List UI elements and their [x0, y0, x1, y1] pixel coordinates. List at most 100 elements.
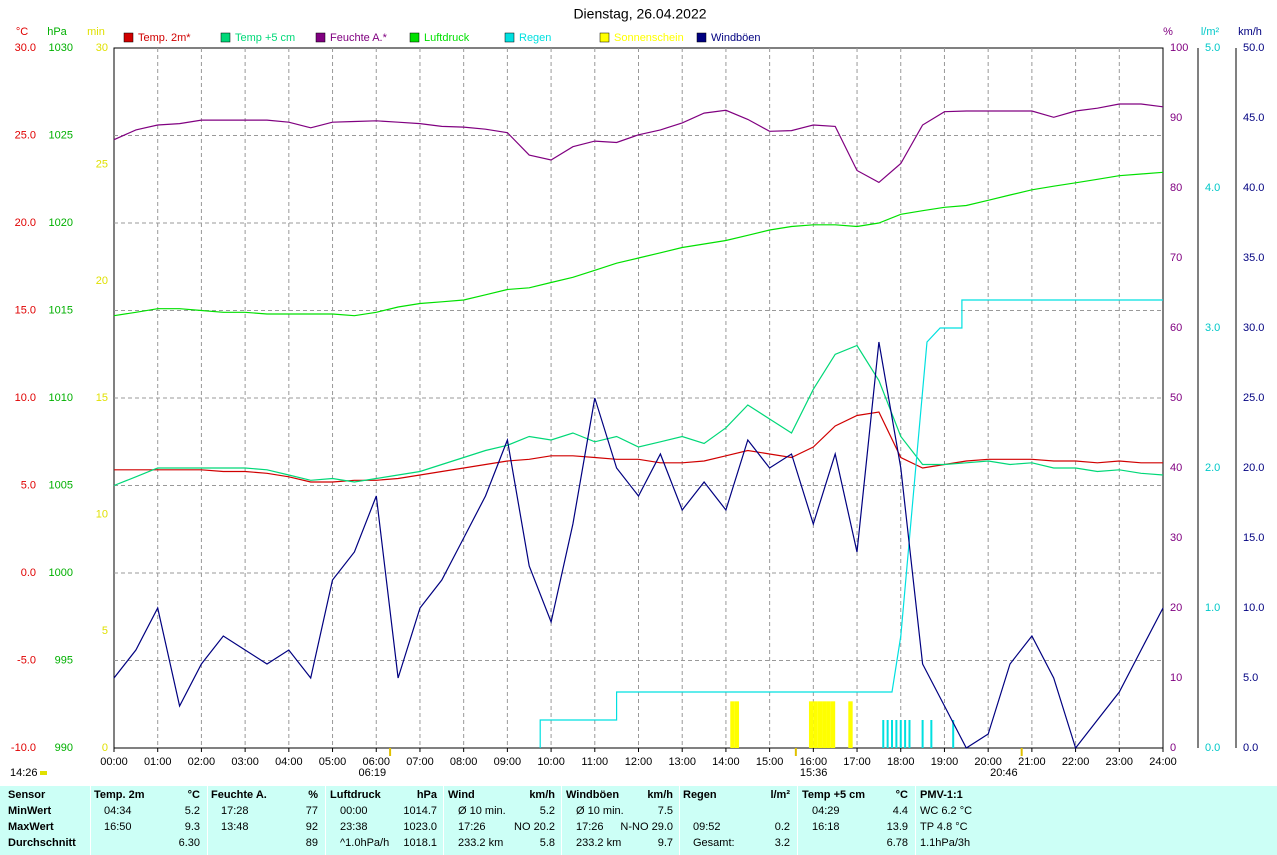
column-header: Temp. 2m	[94, 789, 145, 801]
x-tick-label: 21:00	[1018, 756, 1046, 768]
column-unit: hPa	[416, 789, 437, 801]
day-length-marker	[40, 771, 47, 775]
legend-label: Windböen	[711, 32, 761, 44]
cell: 17:26	[458, 821, 486, 833]
x-tick-label: 13:00	[668, 756, 696, 768]
y-tick-label: 15.0	[1243, 532, 1264, 544]
x-tick-label: 00:00	[100, 756, 128, 768]
x-tick-label: 03:00	[231, 756, 259, 768]
legend-swatch	[696, 32, 707, 43]
series-line	[114, 411, 1163, 483]
y-tick-label: 25.0	[1243, 392, 1264, 404]
y-tick-label: 10	[96, 509, 108, 521]
cell: 233.2 km	[576, 837, 622, 849]
column-header: Windböen	[566, 789, 620, 801]
y-tick-label: 30	[96, 42, 108, 54]
y-tick-label: 45.0	[1243, 112, 1264, 124]
cell: 23:38	[340, 821, 368, 833]
cell: 04:29	[812, 805, 840, 817]
cell: TP 4.8 °C	[920, 821, 968, 833]
column-separator	[325, 786, 326, 855]
y-tick-label: 1030	[49, 42, 73, 54]
column-separator	[915, 786, 916, 855]
row-label: MaxWert	[8, 821, 54, 833]
y-tick-label: 5.0	[1205, 42, 1220, 54]
rain-bar	[952, 720, 955, 748]
series-line	[113, 341, 1164, 750]
x-tick-label: 17:00	[843, 756, 871, 768]
legend-label: Sonnenschein	[614, 32, 684, 44]
rain-bar	[899, 720, 902, 748]
x-tick-label: 09:00	[494, 756, 522, 768]
legend-label: Feuchte A.*	[330, 32, 388, 44]
y-tick-label: 0	[1170, 742, 1176, 754]
row-label: MinWert	[8, 805, 52, 817]
rain-bar	[904, 720, 907, 748]
y-tick-label: 990	[55, 742, 73, 754]
x-tick-label: 16:00	[800, 756, 828, 768]
y-tick-label: 80	[1170, 182, 1182, 194]
axis-unit: l/m²	[1201, 26, 1220, 38]
cell-value: 89	[305, 837, 318, 849]
x-tick-label: 07:00	[406, 756, 434, 768]
cell: ^1.0hPa/h	[340, 837, 390, 849]
rain-bar	[882, 720, 885, 748]
y-tick-label: 25	[96, 159, 108, 171]
y-tick-label: 15.0	[15, 304, 36, 316]
y-tick-label: 20	[1170, 602, 1182, 614]
cell-value: 92	[305, 821, 318, 833]
y-tick-label: 0.0	[1205, 742, 1220, 754]
cell-value: N-NO 29.0	[620, 821, 673, 833]
y-tick-label: 1015	[49, 304, 73, 316]
chart: Dienstag, 26.04.2022 00:00 01:00 02:00 03:0…	[10, 6, 1264, 779]
cell-value: 7.5	[657, 805, 673, 817]
marker-label: 15:36	[800, 767, 828, 779]
x-tick-label: 02:00	[188, 756, 216, 768]
series-line	[113, 344, 1164, 487]
y-tick-label: 3.0	[1205, 322, 1220, 334]
cell: 1.1hPa/3h	[920, 837, 971, 849]
y-tick-label: 10.0	[15, 392, 36, 404]
legend-swatch	[123, 32, 134, 43]
cell-value: 13.9	[886, 821, 908, 833]
rain-bar	[921, 720, 924, 748]
column-header: Regen	[683, 789, 717, 801]
cell: 17:26	[576, 821, 604, 833]
legend-swatch	[599, 32, 610, 43]
cell: WC 6.2 °C	[920, 805, 973, 817]
x-tick-label: 19:00	[931, 756, 959, 768]
x-tick-label: 23:00	[1106, 756, 1134, 768]
y-tick-label: 35.0	[1243, 252, 1264, 264]
x-tick-label: 14:00	[712, 756, 740, 768]
column-separator	[443, 786, 444, 855]
cell-value: 9.3	[184, 821, 200, 833]
column-separator	[679, 786, 680, 855]
column-header: PMV-1:1	[920, 789, 963, 801]
x-tick-label: 11:00	[581, 756, 608, 768]
x-tick-label: 24:00	[1149, 756, 1177, 768]
cell-value: 1014.7	[403, 805, 437, 817]
sun-bar	[813, 701, 818, 748]
cell: 00:00	[340, 805, 368, 817]
column-unit: km/h	[647, 789, 673, 801]
rain-bar	[886, 720, 889, 748]
day-length: 14:26	[10, 767, 38, 779]
y-tick-label: 4.0	[1205, 182, 1220, 194]
x-tick-label: 04:00	[275, 756, 303, 768]
x-tick-label: 06:00	[362, 756, 390, 768]
y-tick-label: 20.0	[1243, 462, 1264, 474]
y-tick-label: 1000	[49, 567, 73, 579]
y-tick-label: 1010	[49, 392, 73, 404]
column-header: Wind	[448, 789, 475, 801]
y-tick-label: 30.0	[1243, 322, 1264, 334]
cell: 17:28	[221, 805, 249, 817]
sun-bar	[830, 701, 836, 748]
y-tick-label: 0.0	[1243, 742, 1258, 754]
y-tick-label: 25.0	[15, 129, 36, 141]
cell-value: 9.7	[657, 837, 673, 849]
marker-label: 06:19	[359, 767, 387, 779]
legend-label: Temp. 2m*	[138, 32, 191, 44]
cell: Ø 10 min.	[576, 805, 624, 817]
cell-value: 6.78	[886, 837, 908, 849]
